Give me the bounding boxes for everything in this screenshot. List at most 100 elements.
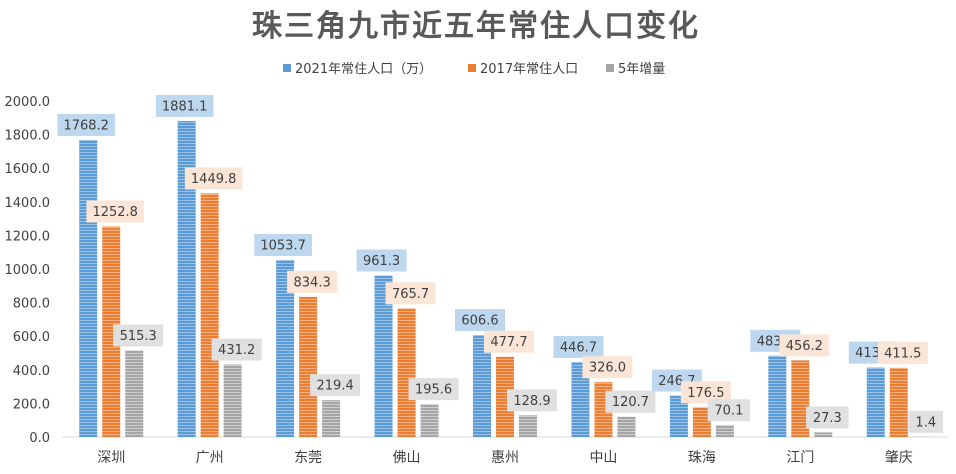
- x-category-label: 佛山: [393, 450, 421, 466]
- data-label-bg: [310, 374, 361, 397]
- data-label-bg: [57, 113, 116, 136]
- x-category-label: 肇庆: [885, 450, 913, 466]
- bar-2-3: [420, 404, 439, 437]
- bar-2-4: [519, 415, 537, 437]
- bar-2-1: [223, 364, 242, 437]
- bar-1-1: [200, 193, 219, 437]
- x-category-label: 珠海: [688, 450, 716, 466]
- data-label: 326.0: [589, 361, 626, 376]
- data-label-bg: [155, 94, 214, 117]
- bar-2-5: [617, 416, 636, 437]
- data-label-bg: [877, 341, 928, 364]
- data-label: 411.5: [884, 346, 921, 361]
- y-tick-label: 800.0: [13, 297, 50, 312]
- data-label: 606.6: [461, 314, 498, 329]
- data-label: 515.3: [120, 329, 157, 344]
- x-category-label: 江门: [786, 450, 814, 466]
- y-tick-label: 2000.0: [5, 95, 51, 110]
- data-label-bg: [908, 410, 944, 433]
- data-label: 1.4: [915, 415, 936, 430]
- y-tick-label: 600.0: [13, 330, 50, 345]
- bar-2-6: [715, 425, 734, 437]
- bar-1-8: [889, 367, 908, 437]
- data-label: 1449.8: [191, 172, 237, 187]
- y-axis: 0.0 200.0 400.0 600.0 800.0 1000.0 1200.0 1400.…: [5, 95, 51, 446]
- data-label-bg: [254, 233, 312, 256]
- bar-1-2: [299, 296, 318, 437]
- bar-1-4: [496, 356, 514, 437]
- data-label-bg: [184, 167, 243, 190]
- data-label-bg: [680, 381, 731, 404]
- y-tick-label: 1200.0: [5, 229, 51, 244]
- data-label-bg: [779, 334, 830, 357]
- data-label: 1252.8: [92, 205, 138, 220]
- data-label: 219.4: [317, 379, 354, 394]
- y-tick-label: 0.0: [29, 431, 50, 446]
- legend-entry: 2021年常住人口（万）: [295, 62, 432, 77]
- y-tick-label: 1000.0: [5, 263, 51, 278]
- data-labels: 1768.2 1252.8 515.3 1881.1 1449.8 431.2 1053.7…: [57, 94, 944, 433]
- legend-entry: 2017年常住人口: [480, 62, 578, 77]
- data-label-bg: [605, 390, 656, 413]
- data-label: 961.3: [363, 254, 400, 269]
- x-axis: 深圳 广州 东莞 佛山 惠州 中山 珠海 江门 肇庆: [97, 450, 913, 466]
- bar-0-8: [866, 367, 885, 437]
- y-tick-label: 200.0: [13, 397, 50, 412]
- data-label-bg: [211, 338, 262, 361]
- data-label: 176.5: [687, 386, 724, 401]
- legend-swatch: [606, 64, 614, 72]
- data-label-bg: [507, 389, 557, 412]
- y-tick-label: 400.0: [13, 364, 50, 379]
- bar-0-3: [374, 275, 393, 437]
- data-label-bg: [582, 356, 633, 379]
- data-label: 195.6: [415, 383, 452, 398]
- data-label-bg: [356, 249, 407, 272]
- data-label: 1881.1: [162, 99, 208, 114]
- data-label-bg: [455, 309, 505, 332]
- data-label: 431.2: [218, 343, 255, 358]
- data-label-bg: [86, 200, 145, 223]
- bar-0-7: [768, 355, 787, 437]
- x-category-label: 东莞: [294, 450, 322, 466]
- bar-1-3: [397, 308, 416, 437]
- data-label: 1053.7: [260, 238, 306, 253]
- data-label-bg: [287, 270, 338, 293]
- data-label: 834.3: [294, 275, 331, 290]
- bar-1-6: [692, 407, 711, 437]
- data-label-bg: [484, 330, 534, 353]
- bar-1-7: [791, 360, 810, 437]
- bar-2-7: [814, 432, 833, 437]
- data-label-bg: [408, 378, 459, 401]
- chart-title: 珠三角九市近五年常住人口变化: [252, 9, 700, 44]
- data-label: 27.3: [813, 411, 842, 426]
- legend: 2021年常住人口（万） 2017年常住人口 5年增量: [283, 62, 665, 77]
- data-label: 128.9: [513, 394, 550, 409]
- bar-0-6: [669, 395, 688, 437]
- data-label-bg: [113, 324, 164, 347]
- bar-0-2: [276, 259, 295, 437]
- data-label-bg: [707, 399, 751, 422]
- bar-0-1: [177, 120, 196, 438]
- data-label: 765.7: [392, 287, 429, 302]
- data-label-bg: [553, 335, 604, 358]
- data-label: 1768.2: [63, 118, 109, 133]
- data-label-bg: [806, 406, 849, 429]
- x-category-label: 惠州: [491, 450, 519, 466]
- y-tick-label: 1600.0: [5, 162, 51, 177]
- y-tick-label: 1800.0: [5, 129, 51, 144]
- data-label: 477.7: [490, 335, 527, 350]
- bar-2-2: [322, 400, 341, 437]
- bar-1-0: [102, 226, 121, 437]
- legend-entry: 5年增量: [618, 62, 665, 77]
- legend-swatch: [468, 64, 476, 72]
- x-category-label: 广州: [196, 450, 224, 466]
- legend-swatch: [283, 64, 291, 72]
- data-label: 456.2: [786, 339, 823, 354]
- x-category-label: 深圳: [97, 450, 125, 466]
- data-label: 70.1: [714, 404, 743, 419]
- bar-0-4: [473, 335, 491, 437]
- bars: [79, 120, 931, 438]
- data-label: 446.7: [560, 340, 597, 355]
- bar-2-0: [125, 350, 144, 437]
